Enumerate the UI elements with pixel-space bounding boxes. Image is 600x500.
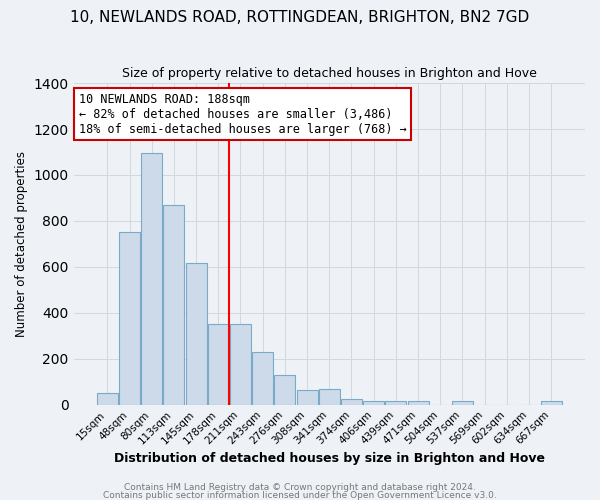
Bar	[407, 402, 428, 404]
Bar	[163, 205, 184, 404]
Bar	[141, 153, 162, 405]
Bar	[296, 390, 317, 404]
Text: 10, NEWLANDS ROAD, ROTTINGDEAN, BRIGHTON, BN2 7GD: 10, NEWLANDS ROAD, ROTTINGDEAN, BRIGHTON…	[70, 10, 530, 25]
X-axis label: Distribution of detached houses by size in Brighton and Hove: Distribution of detached houses by size …	[114, 452, 545, 465]
Y-axis label: Number of detached properties: Number of detached properties	[15, 151, 28, 337]
Bar	[252, 352, 273, 405]
Bar	[341, 399, 362, 404]
Bar	[363, 400, 384, 404]
Bar	[119, 232, 140, 404]
Bar	[185, 264, 206, 404]
Text: Contains public sector information licensed under the Open Government Licence v3: Contains public sector information licen…	[103, 490, 497, 500]
Text: Contains HM Land Registry data © Crown copyright and database right 2024.: Contains HM Land Registry data © Crown c…	[124, 483, 476, 492]
Bar	[97, 393, 118, 404]
Bar	[452, 400, 473, 404]
Text: 10 NEWLANDS ROAD: 188sqm
← 82% of detached houses are smaller (3,486)
18% of sem: 10 NEWLANDS ROAD: 188sqm ← 82% of detach…	[79, 92, 406, 136]
Bar	[385, 400, 406, 404]
Bar	[208, 324, 229, 404]
Bar	[319, 389, 340, 404]
Title: Size of property relative to detached houses in Brighton and Hove: Size of property relative to detached ho…	[122, 68, 537, 80]
Bar	[274, 375, 295, 404]
Bar	[230, 324, 251, 404]
Bar	[541, 402, 562, 404]
